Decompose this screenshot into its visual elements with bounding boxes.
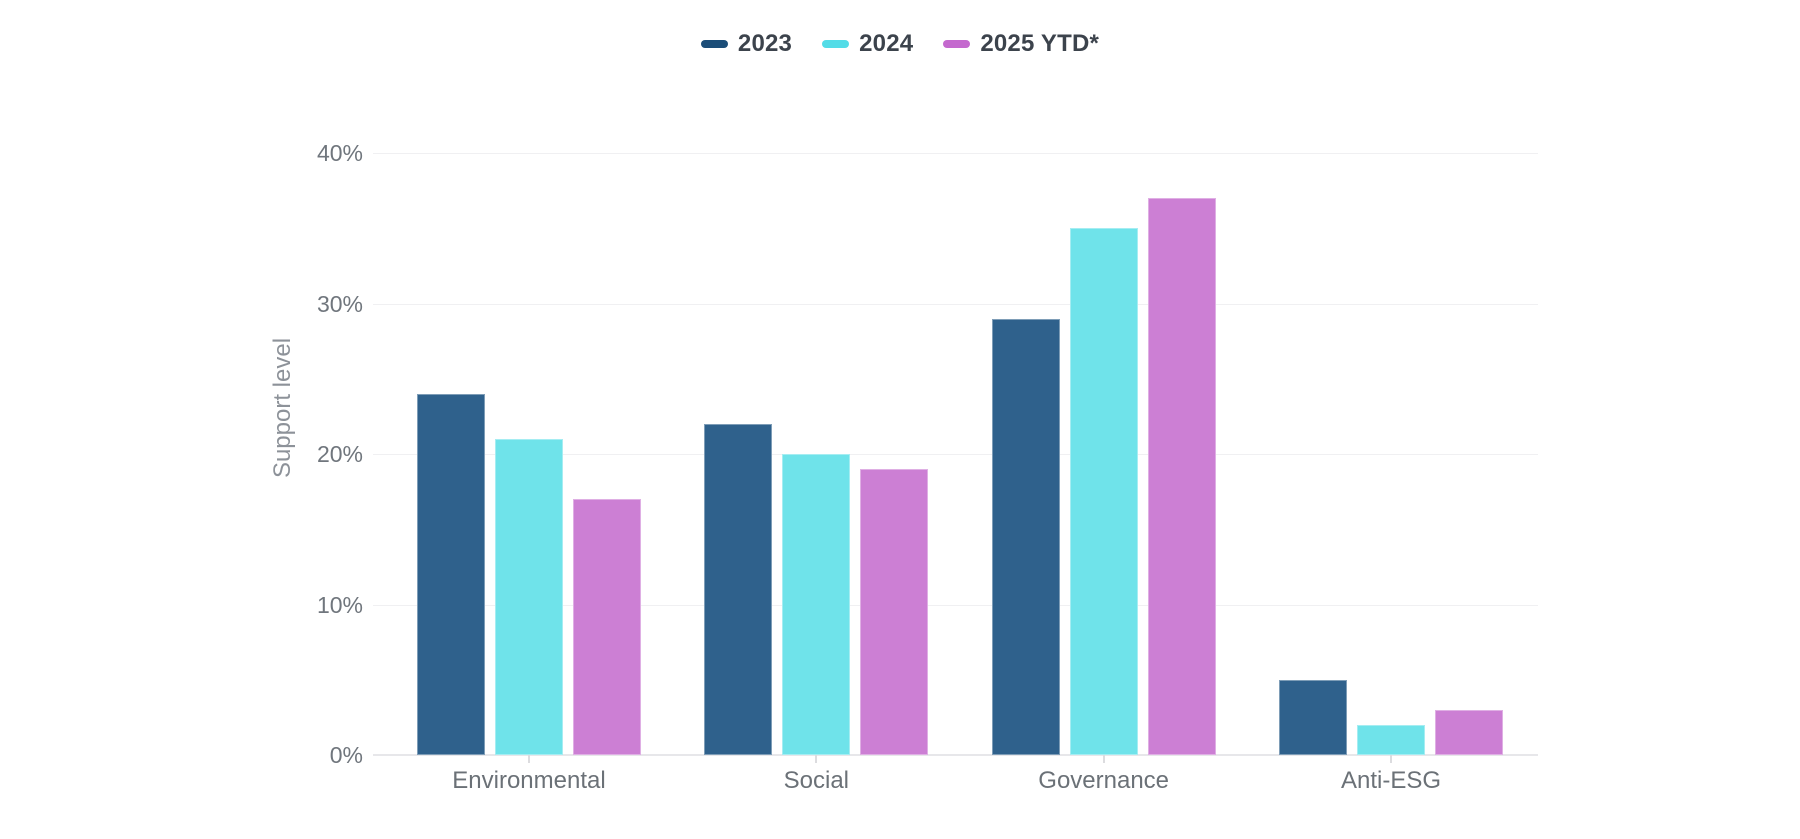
legend-swatch-icon xyxy=(822,40,850,48)
y-tick-label-20: 20% xyxy=(316,441,363,467)
bar-social-2025-ytd-[interactable] xyxy=(860,469,929,755)
x-axis-tick xyxy=(815,755,818,763)
bar-governance-2025-ytd-[interactable] xyxy=(1147,198,1216,755)
gridline-20 xyxy=(373,454,1538,455)
x-category-label-governance: Governance xyxy=(1038,767,1170,794)
legend-swatch-icon xyxy=(700,40,728,48)
bar-social-2023[interactable] xyxy=(704,423,773,755)
legend-item-2023[interactable]: 2023 xyxy=(700,30,793,58)
legend-swatch-icon xyxy=(943,40,971,48)
y-tick-label-30: 30% xyxy=(316,290,363,317)
legend-item-2025-ytd-[interactable]: 2025 YTD* xyxy=(943,30,1099,58)
gridline-40 xyxy=(373,153,1538,154)
bar-anti-esg-2023[interactable] xyxy=(1278,679,1347,755)
bar-governance-2024[interactable] xyxy=(1069,228,1138,755)
y-tick-label-10: 10% xyxy=(316,591,363,618)
gridline-10 xyxy=(373,604,1538,606)
legend-label: 2023 xyxy=(737,30,793,57)
x-axis-tick xyxy=(1389,755,1392,763)
y-tick-label-0: 0% xyxy=(329,742,363,768)
x-axis-tick xyxy=(1102,755,1105,763)
chart-legend: 2023 2024 2025 YTD* xyxy=(0,30,1800,58)
bar-governance-2023[interactable] xyxy=(991,318,1060,755)
legend-label: 2024 xyxy=(859,30,914,57)
x-axis-tick xyxy=(528,755,530,763)
bar-social-2024[interactable] xyxy=(782,454,851,755)
legend-label: 2025 YTD* xyxy=(980,30,1100,57)
gridline-30 xyxy=(373,303,1538,305)
bar-anti-esg-2024[interactable] xyxy=(1356,724,1425,755)
bar-environmental-2024[interactable] xyxy=(495,438,563,755)
legend-item-2024[interactable]: 2024 xyxy=(822,30,913,58)
x-category-label-anti-esg: Anti-ESG xyxy=(1340,767,1441,794)
bar-environmental-2025-ytd-[interactable] xyxy=(573,499,641,755)
y-tick-label-40: 40% xyxy=(316,140,363,166)
bar-environmental-2023[interactable] xyxy=(417,393,485,755)
y-axis-title: Support level xyxy=(269,337,296,479)
x-category-label-environmental: Environmental xyxy=(452,767,606,794)
x-axis-baseline xyxy=(373,754,1538,756)
bar-anti-esg-2025-ytd-[interactable] xyxy=(1434,709,1503,755)
x-category-label-social: Social xyxy=(783,767,850,794)
